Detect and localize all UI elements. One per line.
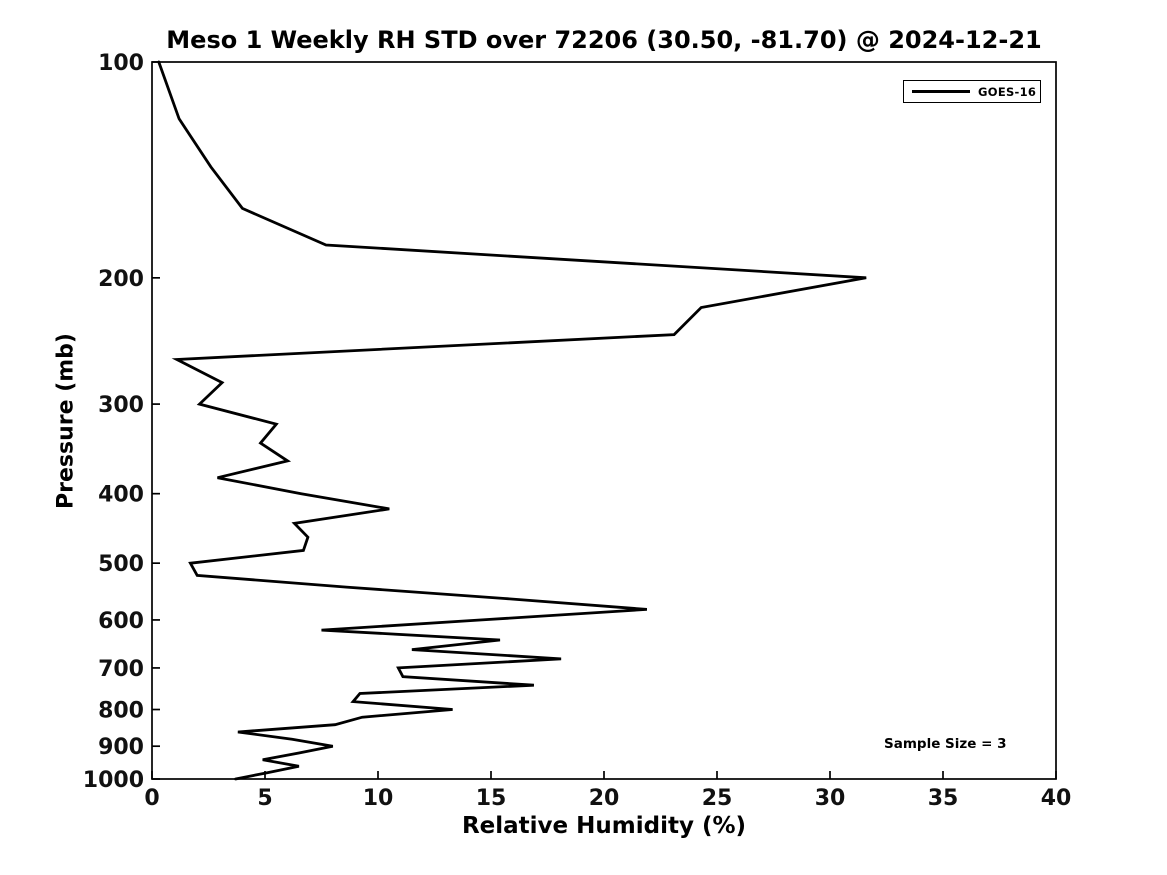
data-line-goes-16 <box>157 60 867 781</box>
x-tick-label: 15 <box>476 786 507 811</box>
x-tick-label: 5 <box>257 786 272 811</box>
sample-size-annotation: Sample Size = 3 <box>884 736 1007 752</box>
y-axis-title: Pressure (mb) <box>53 333 79 509</box>
legend: GOES-16 <box>903 80 1041 103</box>
y-tick-label: 300 <box>98 393 144 418</box>
y-tick-label: 100 <box>98 51 144 76</box>
x-tick-label: 40 <box>1041 786 1072 811</box>
y-tick-label: 500 <box>98 552 144 577</box>
y-tick-label: 200 <box>98 267 144 292</box>
x-tick-label: 10 <box>363 786 394 811</box>
x-tick-label: 30 <box>815 786 846 811</box>
y-tick-label: 800 <box>98 699 144 724</box>
y-tick-label: 700 <box>98 657 144 682</box>
y-tick-label: 900 <box>98 735 144 760</box>
x-tick-label: 0 <box>144 786 159 811</box>
y-tick-label: 400 <box>98 483 144 508</box>
legend-entry-label: GOES-16 <box>978 84 1037 99</box>
x-tick-label: 35 <box>928 786 959 811</box>
y-tick-label: 1000 <box>83 768 144 793</box>
x-tick-label: 20 <box>589 786 620 811</box>
x-tick-label: 25 <box>702 786 733 811</box>
chart-title: Meso 1 Weekly RH STD over 72206 (30.50, … <box>166 26 1042 54</box>
x-axis-title: Relative Humidity (%) <box>461 813 747 839</box>
axes-frame <box>151 61 1057 780</box>
y-tick-label: 600 <box>98 609 144 634</box>
legend-line-swatch <box>912 89 970 94</box>
